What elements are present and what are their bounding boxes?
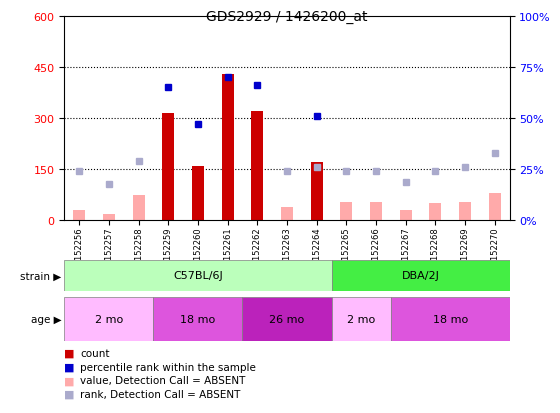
Text: count: count — [80, 348, 110, 358]
Text: 18 mo: 18 mo — [433, 314, 468, 324]
Text: value, Detection Call = ABSENT: value, Detection Call = ABSENT — [80, 375, 245, 385]
Bar — [430, 204, 441, 221]
Text: 2 mo: 2 mo — [347, 314, 375, 324]
Text: 26 mo: 26 mo — [269, 314, 305, 324]
Text: strain ▶: strain ▶ — [20, 271, 62, 281]
Bar — [311, 163, 323, 221]
Text: ■: ■ — [64, 375, 75, 385]
Bar — [162, 114, 174, 221]
Text: ■: ■ — [64, 389, 75, 399]
Bar — [332, 297, 391, 341]
Bar — [64, 297, 153, 341]
Text: rank, Detection Call = ABSENT: rank, Detection Call = ABSENT — [80, 389, 240, 399]
Bar — [370, 202, 382, 221]
Text: ■: ■ — [64, 348, 75, 358]
Text: 18 mo: 18 mo — [180, 314, 216, 324]
Bar — [281, 207, 293, 221]
Bar — [340, 202, 352, 221]
Bar — [153, 297, 242, 341]
Text: ■: ■ — [64, 362, 75, 372]
Bar — [133, 195, 144, 221]
Bar — [64, 260, 332, 291]
Bar — [332, 260, 510, 291]
Bar — [251, 112, 263, 221]
Bar — [489, 194, 501, 221]
Bar — [222, 74, 234, 221]
Bar — [400, 211, 412, 221]
Bar — [192, 166, 204, 221]
Bar — [73, 211, 85, 221]
Bar — [391, 297, 510, 341]
Text: DBA/2J: DBA/2J — [402, 271, 440, 281]
Text: C57BL/6J: C57BL/6J — [173, 271, 223, 281]
Text: age ▶: age ▶ — [31, 314, 62, 324]
Text: 2 mo: 2 mo — [95, 314, 123, 324]
Bar — [459, 202, 471, 221]
Bar — [242, 297, 332, 341]
Text: GDS2929 / 1426200_at: GDS2929 / 1426200_at — [206, 10, 368, 24]
Bar — [103, 214, 115, 221]
Text: percentile rank within the sample: percentile rank within the sample — [80, 362, 256, 372]
